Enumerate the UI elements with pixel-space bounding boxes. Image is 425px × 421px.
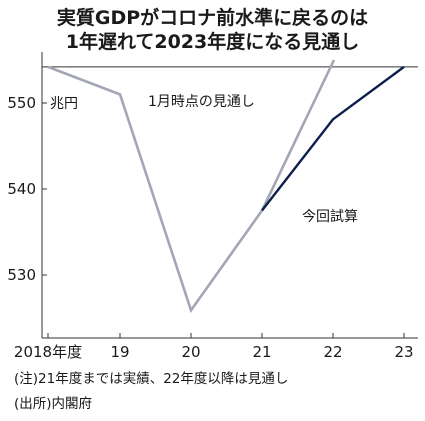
chart-title-line2: 1年遅れて2023年度になる見通し	[65, 31, 360, 53]
x-tick-label: 22	[323, 343, 342, 361]
series-line-previous-forecast	[47, 59, 336, 314]
y-unit-label: 兆円	[50, 96, 78, 112]
chart-title-line1: 実質GDPがコロナ前水準に戻るのは	[56, 7, 369, 29]
y-tick-label: 530	[7, 266, 36, 284]
series-label-current-forecast: 今回試算	[302, 209, 358, 225]
x-tick-label: 20	[181, 343, 200, 361]
x-tick-label: 2018年度	[14, 343, 82, 361]
x-tick-label: 21	[252, 343, 271, 361]
footnote: (注)21年度までは実績、22年度以降は見通し	[14, 371, 289, 387]
source-note: (出所)内閣府	[14, 396, 93, 412]
y-tick-label: 550	[7, 94, 36, 112]
x-tick-label: 19	[110, 343, 129, 361]
x-tick-label: 23	[394, 343, 413, 361]
y-tick-label: 540	[7, 180, 36, 198]
series-line-current-forecast	[261, 65, 405, 212]
series-label-previous-forecast: 1月時点の見通し	[148, 94, 255, 110]
